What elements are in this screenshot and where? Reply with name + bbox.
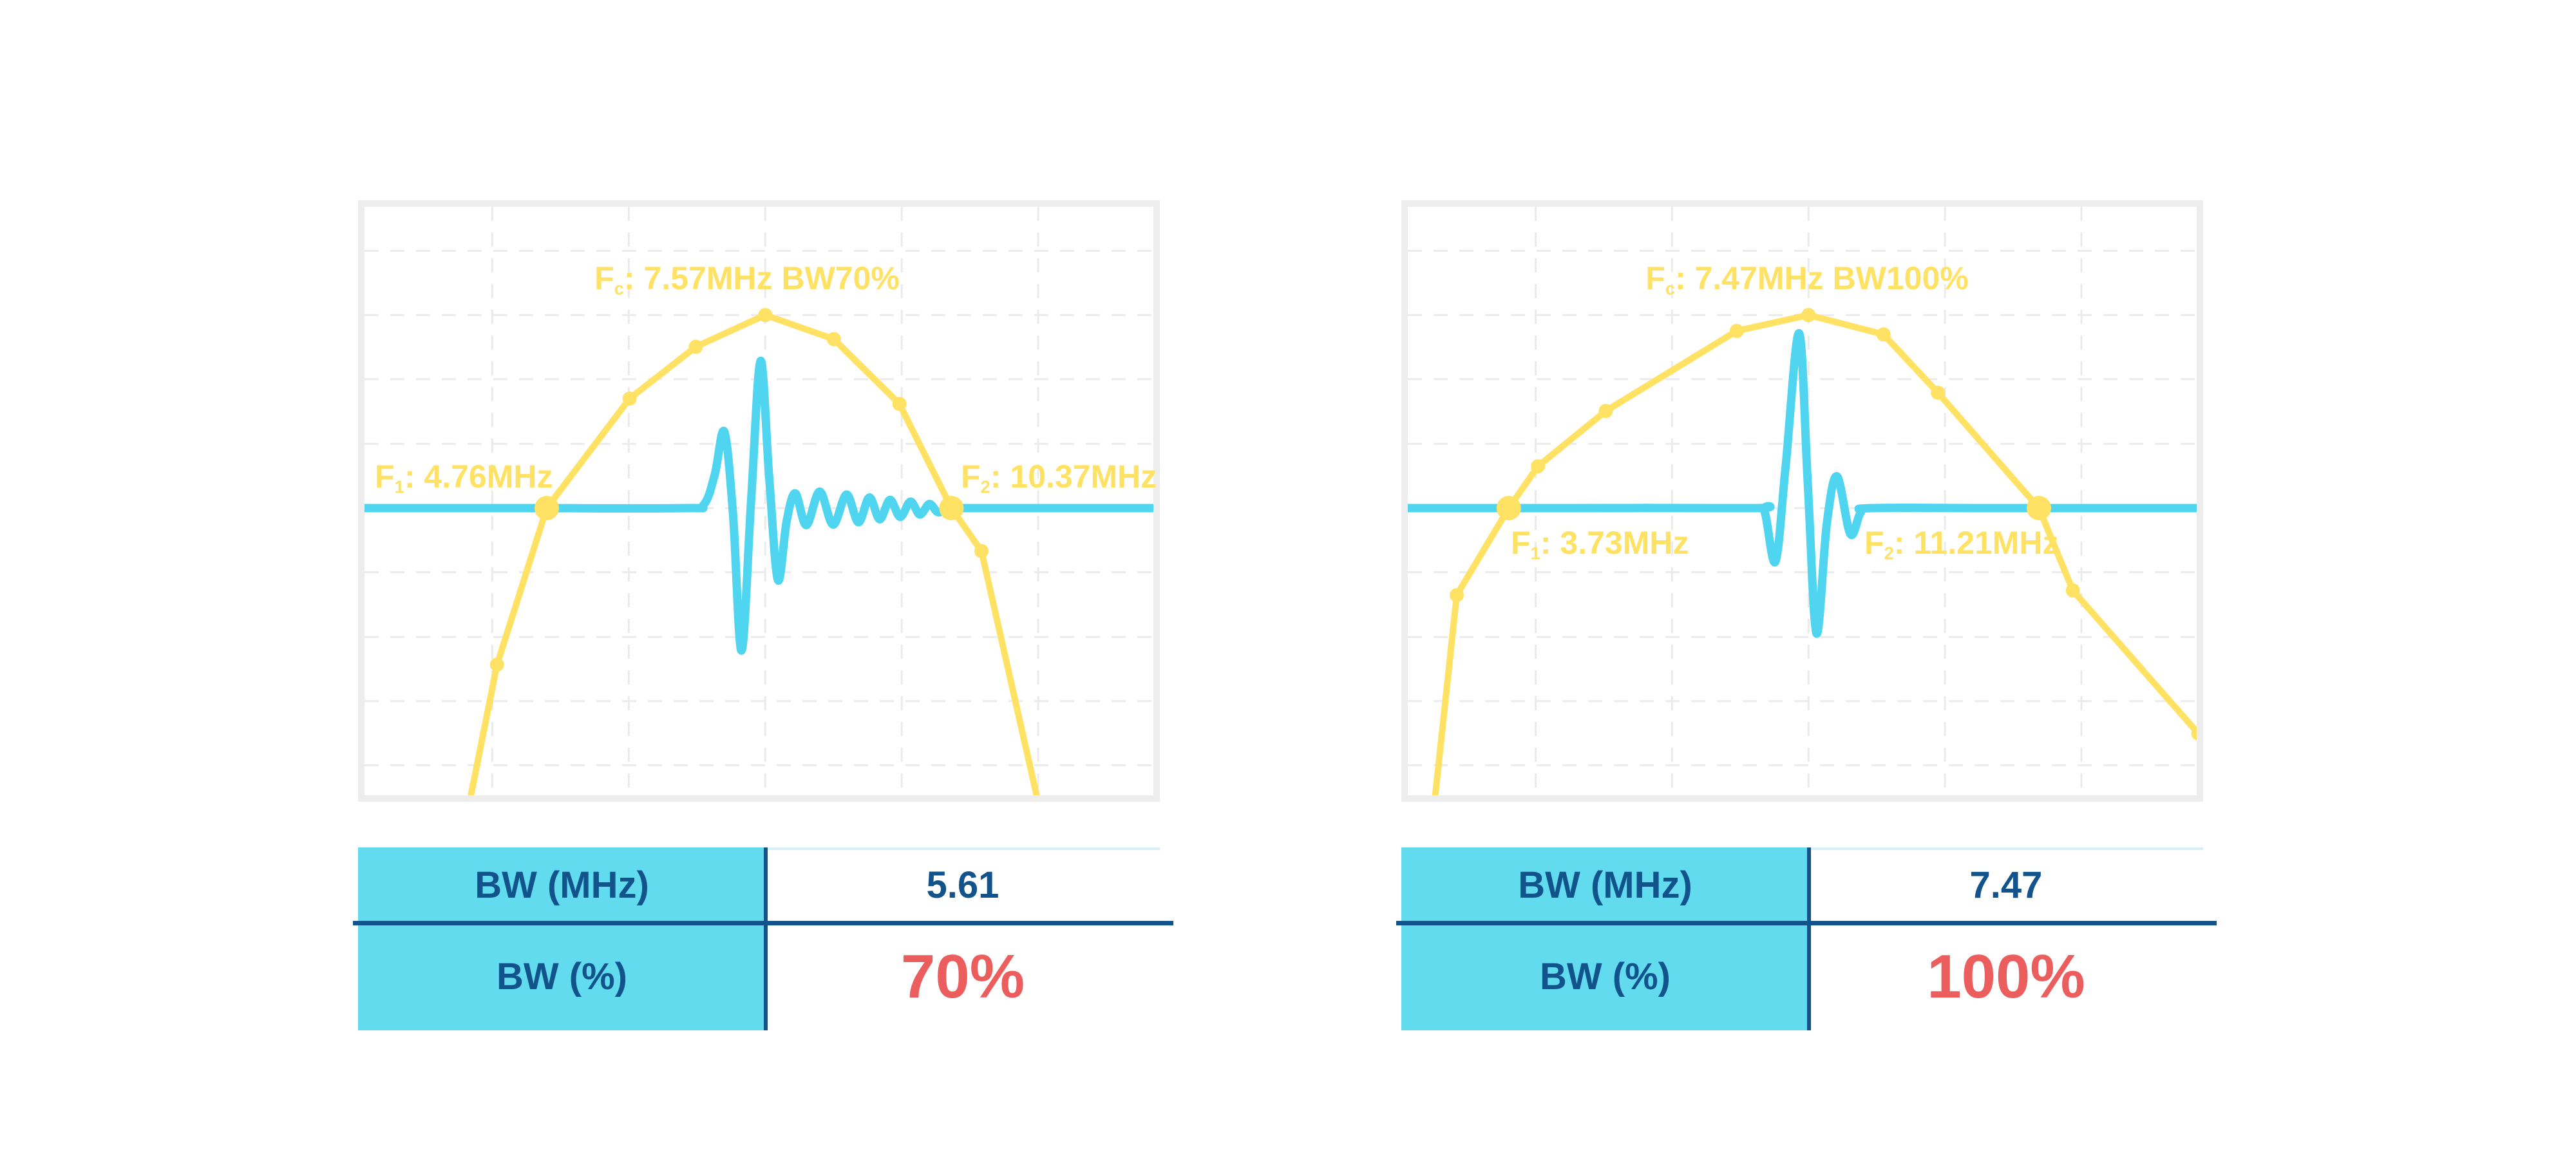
spectrum-marker <box>688 339 703 354</box>
bandwidth-crossing-marker <box>1496 496 1521 520</box>
spectrum-marker <box>974 544 989 558</box>
f2-value-text: : 10.37MHz <box>990 459 1157 495</box>
bw-mhz-value: 7.47 <box>1969 864 2043 906</box>
bw-table-bw100: BW (MHz) 7.47 BW (%) 100% <box>1396 847 2217 1030</box>
table-row-bw-pct: BW (%) 100% <box>1401 923 2203 1030</box>
spectrum-marker <box>1876 327 1891 342</box>
bw-pct-label: BW (%) <box>1401 923 1809 1030</box>
spectrum-marker <box>1531 459 1546 474</box>
table-top-strip <box>1809 847 2203 850</box>
table-row-bw-pct: BW (%) 70% <box>358 923 1160 1030</box>
fc-value-text: : 7.47MHz BW100% <box>1675 260 1969 296</box>
f1-value-text: : 3.73MHz <box>1540 525 1689 561</box>
bandwidth-crossing-marker <box>2027 496 2051 520</box>
chart-canvas-bw70 <box>365 207 1153 795</box>
bandwidth-crossing-marker <box>535 496 559 520</box>
f2-symbol: F <box>1864 525 1884 561</box>
bw-pct-value: 70% <box>900 941 1025 1011</box>
table-row-divider <box>353 921 1173 925</box>
spectrum-marker <box>1450 588 1464 603</box>
spectrum-marker <box>1801 308 1816 323</box>
center-frequency-annotation: Fc: 7.47MHz BW100% <box>1645 260 1969 298</box>
spectrum-marker <box>2191 726 2197 741</box>
spectrum-marker <box>1598 404 1613 419</box>
bw-pct-label: BW (%) <box>358 923 766 1030</box>
f2-value-text: : 11.21MHz <box>1893 525 2059 561</box>
fc-symbol: F <box>594 260 614 296</box>
fc-symbol: F <box>1645 260 1665 296</box>
spectrum-marker <box>2065 583 2080 598</box>
spectrum-marker <box>489 657 504 672</box>
f1-subscript: 1 <box>394 477 404 497</box>
chart-canvas-bw100 <box>1408 207 2197 795</box>
table-row-bw-mhz: BW (MHz) 5.61 <box>358 847 1160 923</box>
spectrum-marker <box>758 308 773 323</box>
f2-subscript: 2 <box>1884 543 1894 563</box>
f2-annotation: F2: 10.37MHz <box>961 459 1157 496</box>
bw-mhz-label: BW (MHz) <box>358 847 766 923</box>
fc-subscript: c <box>614 278 624 299</box>
table-column-separator <box>764 847 768 1030</box>
pulse-waveform <box>1408 328 2197 638</box>
spectrum-curve <box>1432 312 2197 795</box>
bandwidth-crossing-marker <box>939 496 964 520</box>
f2-subscript: 2 <box>980 477 990 497</box>
bw-mhz-value: 5.61 <box>926 864 999 906</box>
spectrum-chart-bw100: Fc: 7.47MHz BW100% F1: 3.73MHz F2: 11.21… <box>1401 200 2203 802</box>
spectrum-marker <box>1931 385 1946 400</box>
f1-annotation: F1: 3.73MHz <box>1511 525 1689 562</box>
spectrum-chart-bw70: Fc: 7.57MHz BW70% F1: 4.76MHz F2: 10.37M… <box>358 200 1160 802</box>
f1-symbol: F <box>1511 525 1531 561</box>
f1-value-text: : 4.76MHz <box>404 459 553 495</box>
bw-mhz-label: BW (MHz) <box>1401 847 1809 923</box>
table-row-bw-mhz: BW (MHz) 7.47 <box>1401 847 2203 923</box>
center-frequency-annotation: Fc: 7.57MHz BW70% <box>594 260 900 298</box>
spectrum-marker <box>826 332 841 346</box>
f2-symbol: F <box>961 459 981 495</box>
spectrum-marker <box>622 392 637 406</box>
spectrum-marker <box>892 397 907 411</box>
f1-annotation: F1: 4.76MHz <box>375 459 553 496</box>
table-top-strip <box>766 847 1160 850</box>
table-column-separator <box>1807 847 1811 1030</box>
f1-symbol: F <box>375 459 395 495</box>
spectrum-marker <box>1729 323 1744 338</box>
pulse-waveform <box>365 356 1153 655</box>
f1-subscript: 1 <box>1530 543 1540 563</box>
fc-value-text: : 7.57MHz BW70% <box>623 260 900 296</box>
fc-subscript: c <box>1665 278 1676 299</box>
table-row-divider <box>1396 921 2217 925</box>
bw-table-bw70: BW (MHz) 5.61 BW (%) 70% <box>353 847 1173 1030</box>
bw-pct-value: 100% <box>1927 941 2085 1011</box>
f2-annotation: F2: 11.21MHz <box>1864 525 2059 562</box>
